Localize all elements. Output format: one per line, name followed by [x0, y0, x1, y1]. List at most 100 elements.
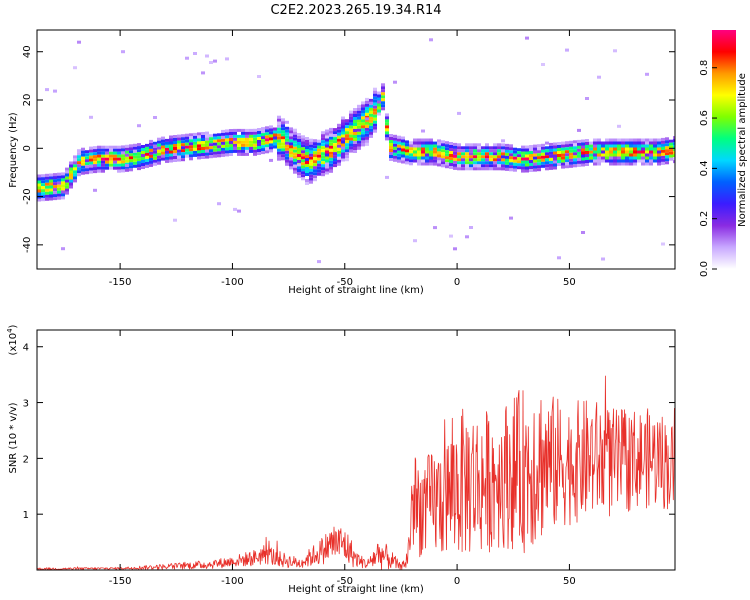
spectrogram-cell	[289, 151, 293, 155]
spectrogram-cell	[193, 132, 197, 136]
spectrogram-cell	[77, 161, 81, 165]
spectrogram-cell	[241, 131, 245, 135]
spectrogram-cell	[505, 167, 509, 171]
spectrogram-cell	[293, 161, 297, 165]
spectrogram-cell	[109, 160, 113, 164]
spectrogram-cell	[357, 125, 361, 129]
spectrogram-cell	[453, 151, 457, 155]
spectrogram-cell	[293, 128, 297, 132]
spectrogram-cell	[205, 146, 209, 150]
snr-x-tick-label: -100	[221, 576, 244, 587]
spectrogram-cell	[269, 128, 273, 132]
spectrogram-cell	[269, 140, 273, 144]
colorbar-ticks: 0.00.20.40.60.8	[699, 60, 717, 277]
spectrogram-cell	[613, 144, 617, 148]
spectrogram-cell	[537, 156, 541, 160]
spectrogram-cell	[169, 150, 173, 154]
spectrogram-cell	[541, 149, 545, 153]
spectrogram-cell	[145, 146, 149, 150]
spectrogram-cell	[305, 161, 309, 164]
spectrogram-cell	[345, 152, 349, 156]
spectrogram-cell	[205, 131, 209, 135]
spectrogram-cell	[665, 143, 669, 147]
spectrogram-cell	[309, 156, 313, 160]
spectrogram-cell	[561, 159, 565, 163]
spectrogram-cell	[233, 140, 237, 144]
spectrogram-cell	[545, 152, 549, 156]
spectrogram-cell	[137, 146, 141, 150]
spectrogram-cell	[341, 137, 345, 141]
spectrogram-y-tick-label: -40	[22, 237, 33, 253]
spectrogram-cell	[369, 110, 373, 114]
spectrogram-cell	[37, 174, 41, 178]
spectrogram-cell	[189, 157, 193, 161]
spectrogram-cell	[625, 162, 629, 166]
spectrogram-cell	[385, 128, 389, 132]
spectrogram-cell	[417, 153, 421, 157]
spectrogram-cell	[393, 140, 397, 144]
spectrogram-cell	[309, 177, 313, 181]
spectrogram-cell	[417, 156, 421, 160]
spectrogram-cell	[77, 167, 81, 171]
spectrogram-cell	[289, 127, 293, 131]
spectrogram-cell	[297, 145, 301, 148]
spectrogram-cell	[149, 151, 153, 155]
spectrogram-cell	[245, 146, 249, 150]
spectrogram-cell	[325, 144, 329, 148]
spectrogram-cell	[257, 152, 261, 155]
spectrogram-cell	[273, 127, 277, 131]
spectrogram-cell	[373, 120, 377, 124]
spectrogram-cell	[377, 109, 381, 113]
spectrogram-cell	[573, 149, 577, 153]
spectrogram-cell	[401, 160, 405, 164]
spectrogram-cell	[277, 133, 281, 137]
spectrogram-cell	[349, 110, 353, 114]
spectrogram-cell	[181, 146, 185, 150]
spectrogram-cell	[225, 141, 229, 145]
spectrogram-cell	[385, 137, 389, 141]
spectrogram-cell	[421, 147, 425, 151]
spectrogram-cell	[133, 158, 137, 162]
spectrogram-cell	[429, 147, 433, 151]
spectrogram-cell	[645, 150, 649, 154]
spectrogram-cell	[301, 144, 305, 148]
spectrogram-cell	[213, 59, 217, 63]
spectrogram-cell	[429, 159, 433, 163]
spectrogram-cell	[41, 180, 45, 184]
spectrogram-cell	[325, 156, 329, 160]
spectrogram-cell	[261, 145, 265, 149]
spectrogram-cell	[537, 147, 541, 151]
spectrogram-cell	[353, 123, 357, 126]
spectrogram-cell	[173, 144, 177, 147]
spectrogram-cell	[425, 156, 429, 160]
spectrogram-cell	[317, 154, 321, 158]
spectrogram-cell	[333, 155, 337, 159]
spectrogram-cell	[133, 152, 137, 156]
spectrogram-cell	[309, 171, 313, 175]
spectrogram-cell	[261, 127, 265, 131]
spectrogram-cell	[313, 160, 317, 164]
spectrogram-cell	[421, 129, 425, 133]
spectrogram-cell	[157, 152, 161, 156]
spectrogram-cell	[373, 123, 377, 127]
spectrogram-cell	[633, 156, 637, 160]
spectrogram-cell	[497, 152, 501, 156]
spectrogram-cell	[101, 157, 105, 161]
spectrogram-cell	[545, 155, 549, 159]
spectrogram-cell	[133, 149, 137, 153]
spectrogram-cell	[453, 247, 457, 251]
spectrogram-cell	[281, 142, 285, 146]
spectrogram-cell	[509, 156, 513, 160]
spectrogram-cell	[481, 149, 485, 153]
spectrogram-cell	[341, 116, 345, 120]
spectrogram-cell	[581, 157, 585, 161]
spectrogram-cell	[521, 157, 525, 161]
spectrogram-cell	[189, 145, 193, 149]
spectrogram-cell	[229, 150, 233, 153]
spectrogram-cell	[525, 166, 529, 170]
spectrogram-cell	[93, 164, 97, 168]
spectrogram-cell	[593, 156, 597, 160]
spectrogram-cell	[53, 188, 57, 192]
spectrogram-cell	[593, 153, 597, 157]
spectrogram-cell	[309, 138, 313, 142]
